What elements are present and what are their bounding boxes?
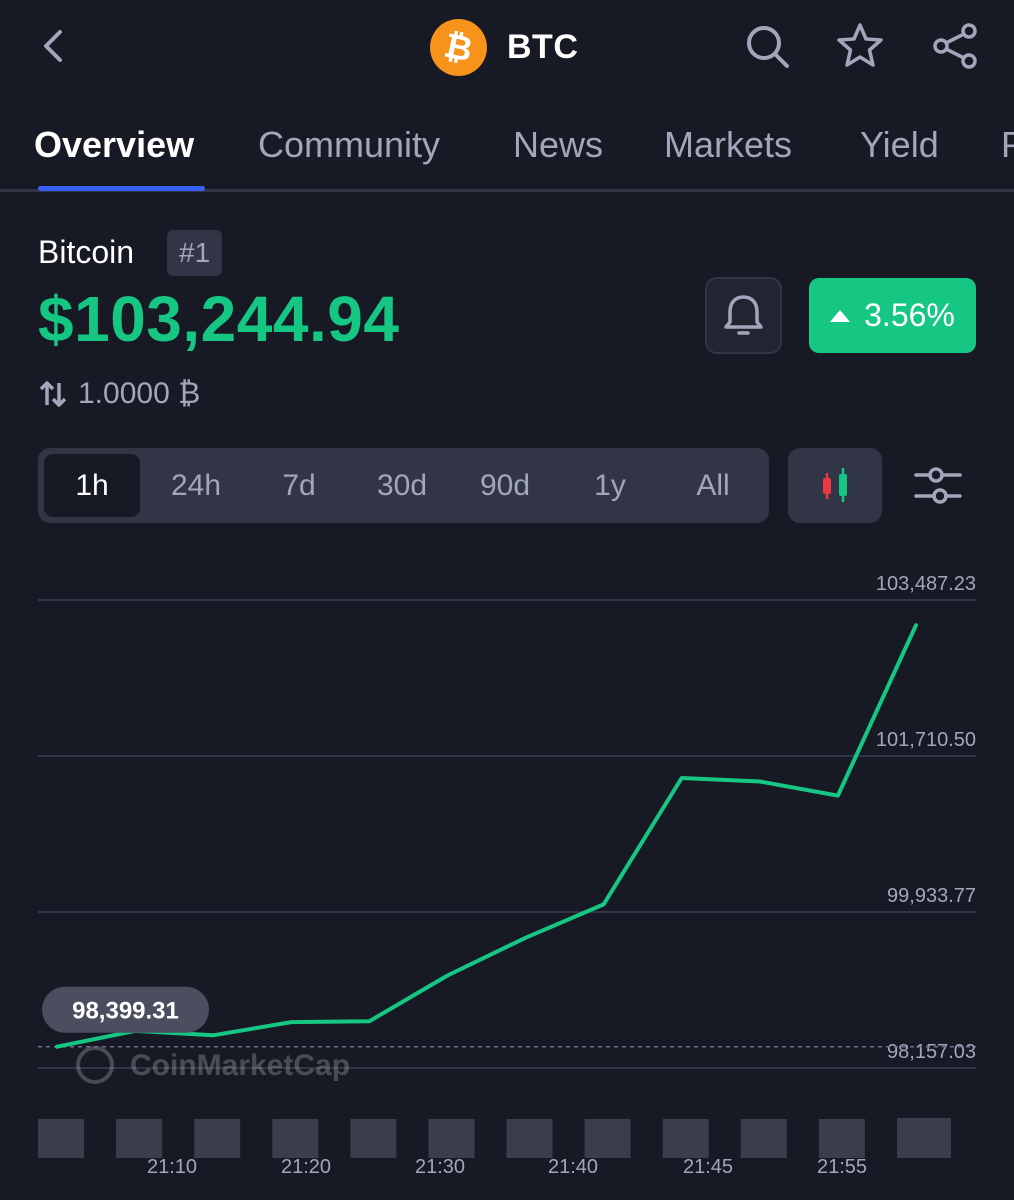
candlestick-toggle-button[interactable] [788,448,882,523]
rank-badge: #1 [167,230,223,276]
tab-yield[interactable]: Yield [860,124,939,165]
conversion-value: 1.0000 ₿ [78,377,201,410]
coin-price: $103,244.94 [38,283,400,355]
range-30d[interactable]: 30d [376,469,428,502]
volume-bar [662,1119,709,1158]
time-range-selector: 1h 24h 7d 30d 90d 1y All [38,448,769,523]
price-line [55,623,918,1049]
price-change-value: 3.56% [864,297,955,333]
range-90d[interactable]: 90d [479,469,531,502]
top-bar: ₿ BTC [0,0,1014,96]
range-all[interactable]: All [696,469,730,502]
volume-bar [506,1119,553,1158]
price-alert-button[interactable] [705,277,782,354]
tab-community[interactable]: Community [258,124,441,165]
candlestick-icon [823,468,847,502]
share-button[interactable] [930,20,982,72]
coinmarketcap-logo-icon [76,1046,114,1084]
star-icon [837,23,883,67]
swap-arrows-icon [39,381,67,407]
range-7d[interactable]: 7d [282,469,316,502]
coin-header: ₿ BTC [430,18,578,76]
active-tab-indicator [38,186,205,191]
price-chart[interactable]: 103,487.23 101,710.50 99,933.77 98,157.03 Co… [0,560,1014,1200]
watchlist-star-button[interactable] [834,20,886,72]
triangle-up-icon [830,309,851,322]
back-button[interactable] [30,22,78,70]
watermark-text: CoinMarketCap [130,1049,350,1082]
section-tabs: Overview Community News Markets Yield P [0,112,1014,192]
range-1h[interactable]: 1h [44,454,140,517]
bell-icon [724,295,763,335]
tab-news[interactable]: News [513,124,604,165]
search-button[interactable] [741,20,793,72]
volume-bar [897,1118,951,1158]
x-tick-label: 21:45 [683,1156,733,1178]
chevron-left-icon [44,30,62,62]
bitcoin-logo-icon: ₿ [430,18,487,76]
conversion-row[interactable]: 1.0000 ₿ [38,374,200,414]
x-tick-label: 21:10 [147,1156,197,1178]
volume-bar [194,1119,241,1158]
volume-bar [38,1119,84,1158]
svg-text:₿: ₿ [441,25,476,70]
search-icon [747,26,789,68]
start-price-pill [42,986,209,1033]
x-tick-label: 21:55 [817,1156,867,1178]
start-price-label: 98,399.31 [72,998,179,1025]
coinmarketcap-watermark: CoinMarketCap [76,1046,350,1084]
chart-settings-button[interactable] [910,458,966,514]
range-1y[interactable]: 1y [594,469,626,502]
coin-symbol: BTC [507,27,579,66]
x-tick-label: 21:30 [415,1156,465,1178]
range-24h[interactable]: 24h [170,469,222,502]
price-chart-svg: 103,487.23 101,710.50 99,933.77 98,157.03 Co… [38,573,976,1178]
tab-markets[interactable]: Markets [664,124,793,165]
tab-overflow-partial[interactable]: P [1001,124,1014,166]
sliders-icon [914,467,962,504]
volume-bar [818,1119,865,1158]
volume-bar [272,1119,319,1158]
volume-bar [116,1119,163,1158]
y-tick-label: 103,487.23 [876,573,976,595]
volume-bar [584,1119,631,1158]
volume-bar [428,1119,475,1158]
price-change-badge: 3.56% [809,278,976,353]
volume-bar [350,1119,397,1158]
x-tick-label: 21:40 [548,1156,598,1178]
share-icon [933,23,977,69]
volume-bar [740,1119,787,1158]
tab-overview[interactable]: Overview [34,124,195,165]
coin-name: Bitcoin [38,234,135,270]
x-tick-label: 21:20 [281,1156,331,1178]
y-tick-label: 98,157.03 [887,1041,976,1063]
y-tick-label: 99,933.77 [887,885,976,907]
y-tick-label: 101,710.50 [876,729,976,751]
